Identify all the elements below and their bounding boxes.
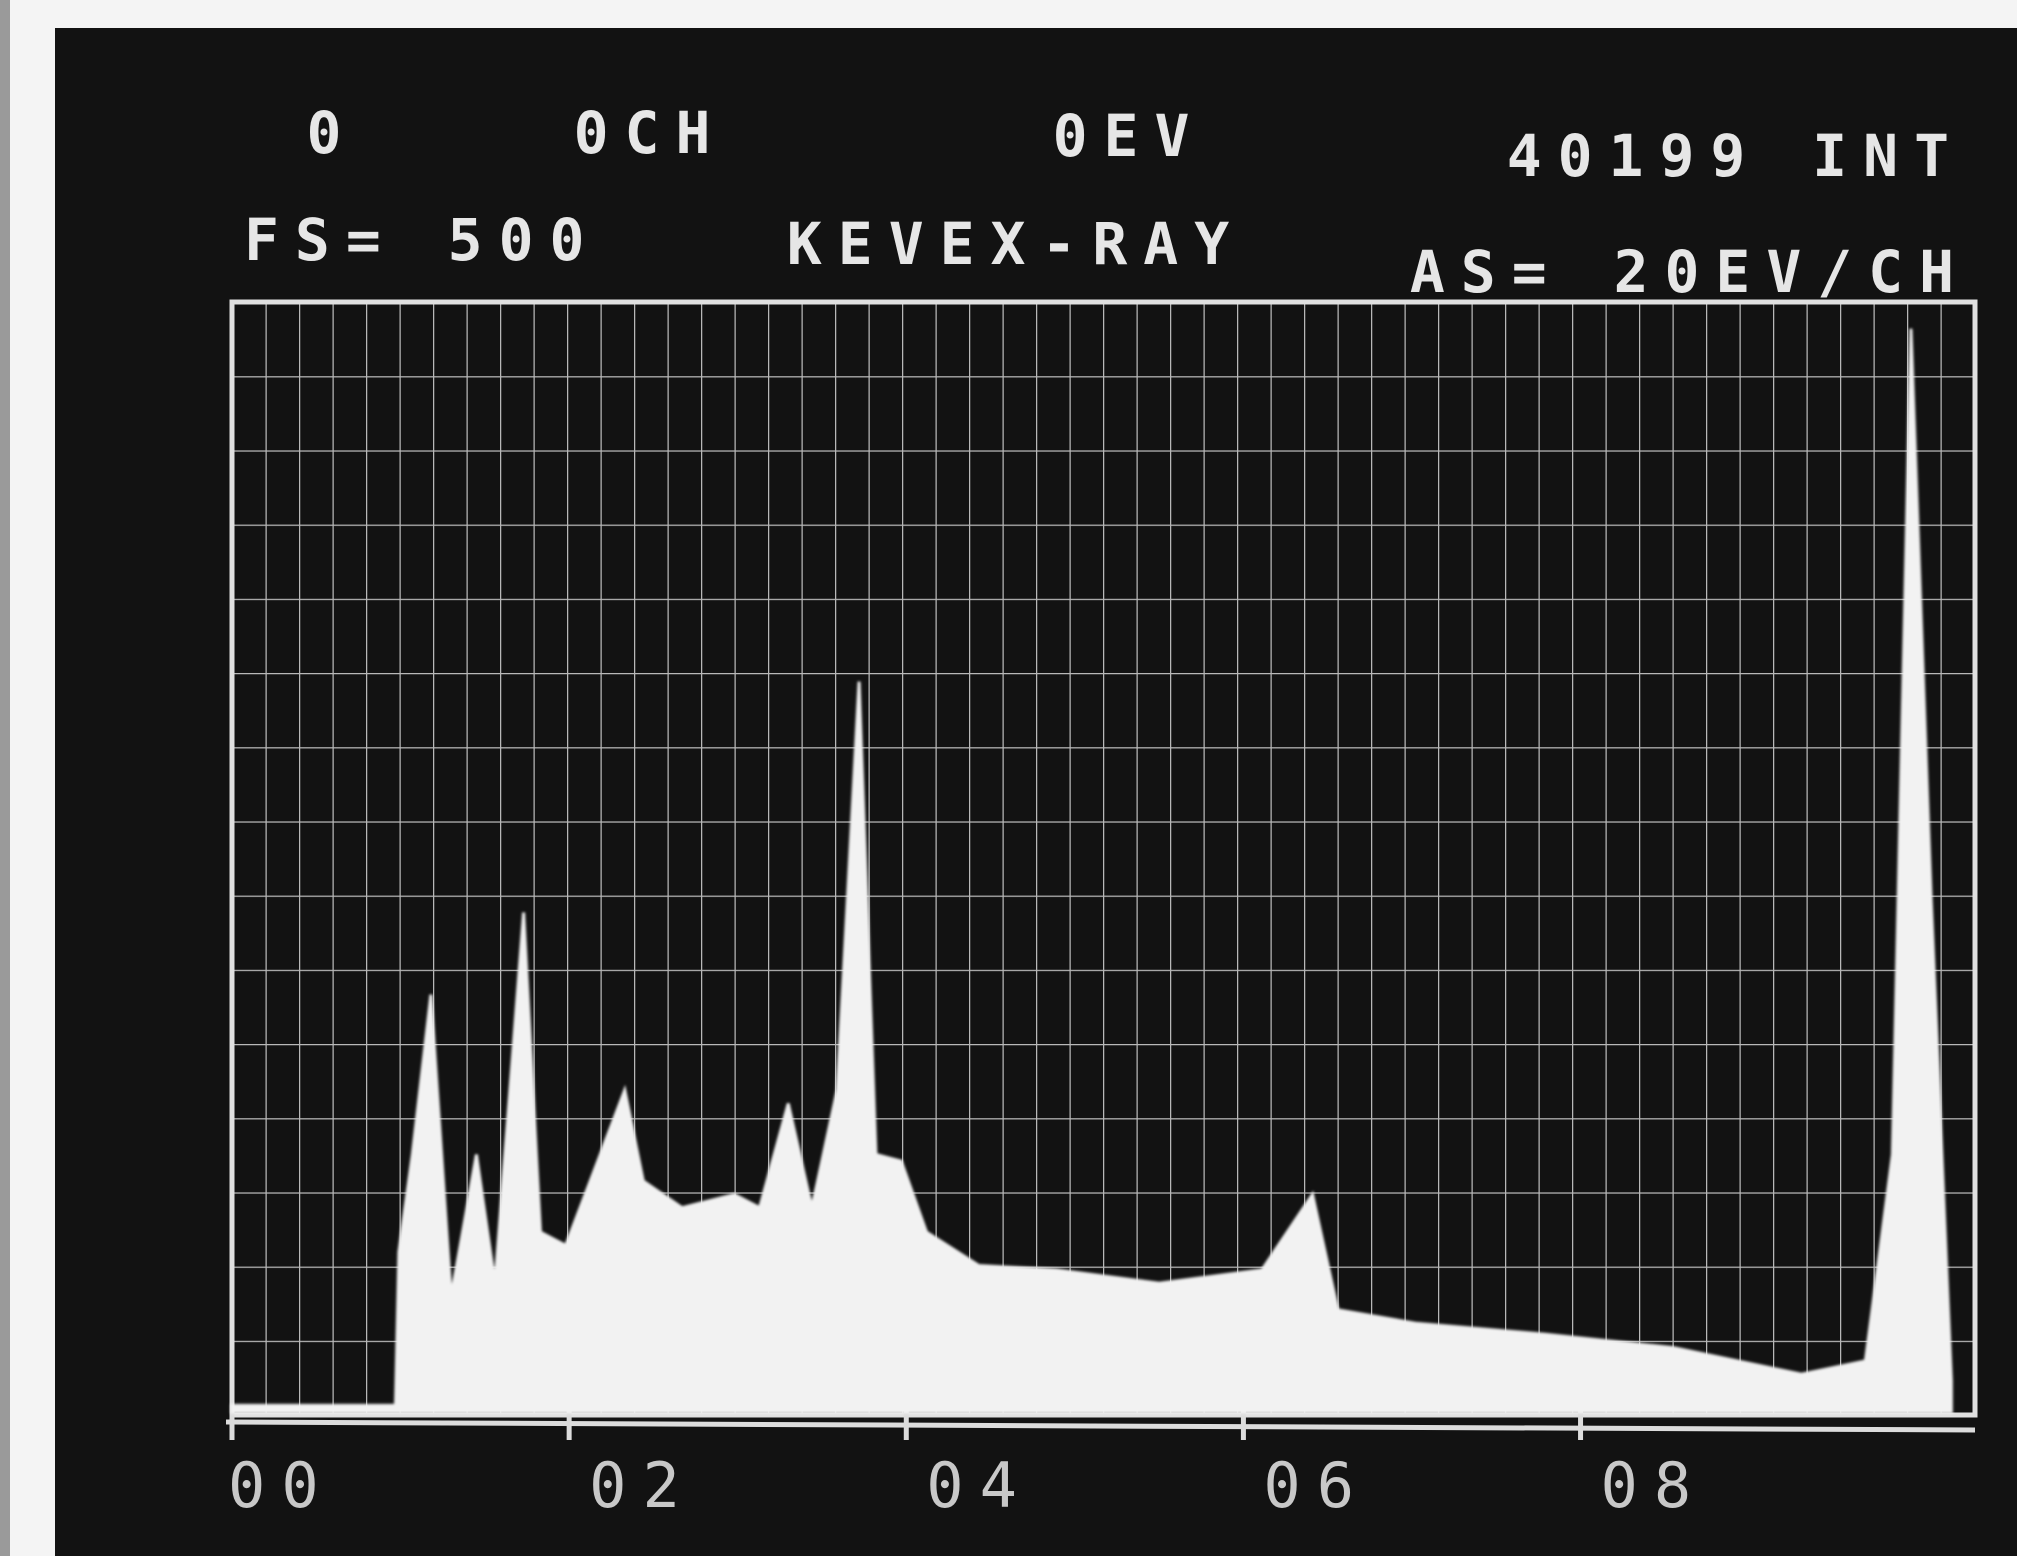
- readout: 0CH: [574, 99, 727, 167]
- graticule: [232, 302, 1975, 1415]
- status: AS= 20EV/CH: [1410, 238, 1970, 306]
- chart: 0 0CH 0EV 40199 INT FS= 500 KEVEX-RAY AS…: [0, 0, 2017, 1556]
- status: FS= 500: [244, 206, 600, 274]
- readout: 40199 INT: [1507, 122, 1965, 190]
- x-tick-label: 02: [589, 1449, 696, 1522]
- readout: 0: [307, 99, 358, 167]
- x-tick-label: 06: [1263, 1449, 1370, 1522]
- page: 0 0CH 0EV 40199 INT FS= 500 KEVEX-RAY AS…: [0, 0, 2017, 1556]
- x-tick-label: 04: [926, 1449, 1033, 1522]
- chart-title: KEVEX-RAY: [787, 210, 1245, 278]
- x-tick-label: 00: [228, 1449, 335, 1522]
- readout: 0EV: [1053, 102, 1206, 170]
- x-tick-label: 08: [1601, 1449, 1708, 1522]
- edge-strip: [0, 0, 10, 1556]
